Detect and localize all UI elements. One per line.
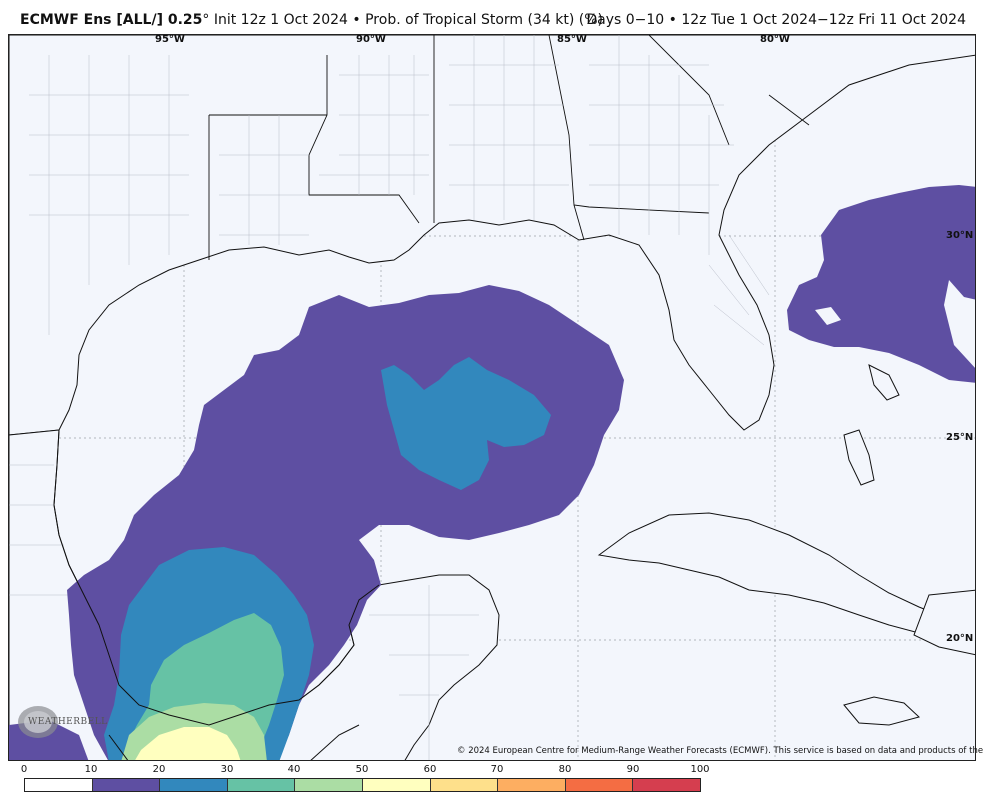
colorbar (24, 778, 701, 792)
title-bullet: • (352, 12, 361, 28)
init-time: Init 12z 1 Oct 2024 (209, 12, 348, 28)
colorbar-tick-label: 30 (220, 764, 234, 775)
longitude-label-80w: 80°W (760, 34, 790, 45)
colorbar-tick-label: 40 (287, 764, 301, 775)
latitude-label-25n: 25°N (946, 432, 974, 443)
us-landmass (9, 35, 975, 436)
map-canvas (9, 35, 975, 760)
longitude-label-85w: 85°W (557, 34, 587, 45)
colorbar-segment (565, 779, 634, 791)
coastline (53, 429, 380, 760)
weatherbell-logo-icon (18, 706, 58, 738)
copyright-notice: © 2024 European Centre for Medium-Range … (457, 746, 984, 756)
colorbar-segment (227, 779, 296, 791)
colorbar-tick-label: 70 (490, 764, 504, 775)
colorbar-segment (498, 779, 566, 791)
county-borders (9, 35, 770, 760)
colorbar-segment (92, 779, 161, 791)
valid-range: Days 0−10 • 12z Tue 1 Oct 2024−12z Fri 1… (586, 12, 966, 28)
andros-island (843, 429, 875, 486)
latitude-label-30n: 30°N (946, 230, 974, 241)
colorbar-tick-label: 90 (626, 764, 640, 775)
colorbar-segment (160, 779, 228, 791)
state-borders (208, 35, 810, 260)
bahamas-islands (868, 364, 900, 401)
logo-text: WEATHERBELL (28, 717, 108, 727)
colorbar-segment (430, 779, 499, 791)
map-panel (8, 34, 976, 761)
colorbar-tick-label: 60 (423, 764, 437, 775)
longitude-label-95w: 95°W (155, 34, 185, 45)
colorbar-tick-label: 0 (20, 764, 28, 775)
colorbar-tick-label: 50 (355, 764, 369, 775)
product-name: Prob. of Tropical Storm (34 kt) (%) (365, 12, 603, 28)
cuba (597, 512, 950, 634)
latitude-label-20n: 20°N (946, 633, 974, 644)
colorbar-segment (362, 779, 431, 791)
map-header: ECMWF Ens [ALL/] 0.25° Init 12z 1 Oct 20… (0, 0, 984, 34)
longitude-label-90w: 90°W (356, 34, 386, 45)
jamaica (843, 696, 921, 726)
land (9, 35, 975, 760)
colorbar-segment (633, 779, 700, 791)
colorbar-tick-label: 10 (84, 764, 98, 775)
colorbar-segment (295, 779, 363, 791)
hispaniola (913, 589, 975, 656)
colorbar-tick-label: 20 (152, 764, 166, 775)
colorbar-segment (25, 779, 93, 791)
degree-symbol: ° (202, 12, 210, 28)
colorbar-tick-label: 100 (690, 764, 710, 775)
prob-50-60 (135, 727, 241, 760)
colorbar-tick-label: 80 (558, 764, 572, 775)
model-name: ECMWF Ens [ALL/] 0.25 (20, 12, 203, 28)
map-title: ECMWF Ens [ALL/] 0.25° Init 12z 1 Oct 20… (20, 12, 603, 28)
